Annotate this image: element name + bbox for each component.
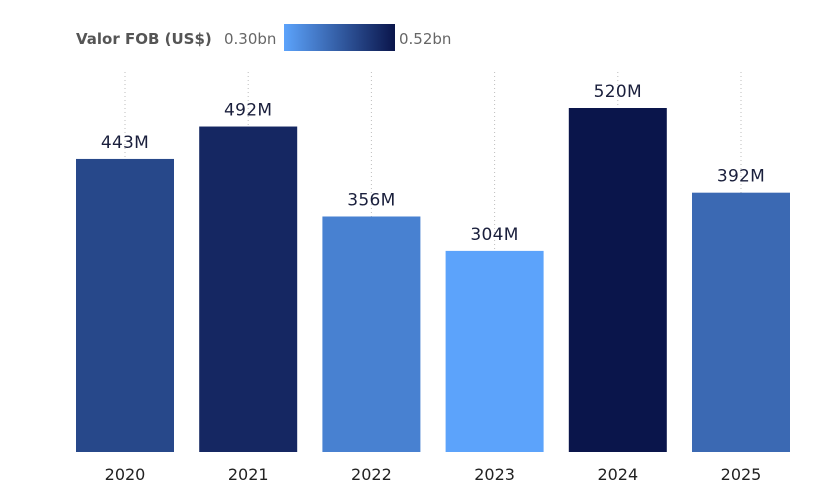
data-label-2021: 492M — [224, 101, 272, 121]
data-label-2024: 520M — [594, 82, 642, 102]
x-tick-label-2021: 2021 — [228, 465, 269, 484]
x-tick-label-2020: 2020 — [105, 465, 146, 484]
x-tick-label-2025: 2025 — [721, 465, 762, 484]
x-tick-label-2023: 2023 — [474, 465, 515, 484]
color-legend: Valor FOB (US$) 0.30bn 0.52bn — [76, 24, 451, 51]
data-label-2020: 443M — [101, 133, 149, 153]
legend-max-label: 0.52bn — [399, 30, 451, 48]
data-labels: 443M 492M 356M 304M 520M 392M — [101, 82, 765, 245]
x-tick-label-2024: 2024 — [597, 465, 638, 484]
bar-2021[interactable] — [199, 126, 298, 453]
x-axis: 2020 2021 2022 2023 2024 2025 — [105, 465, 762, 484]
data-label-2022: 356M — [347, 190, 395, 210]
x-tick-label-2022: 2022 — [351, 465, 392, 484]
legend-min-label: 0.30bn — [224, 30, 276, 48]
bars — [76, 108, 790, 453]
legend-title: Valor FOB (US$) — [76, 30, 212, 48]
bar-2025[interactable] — [692, 192, 790, 452]
bar-2020[interactable] — [76, 158, 174, 452]
data-label-2023: 304M — [470, 225, 518, 245]
bar-2022[interactable] — [322, 216, 421, 452]
data-label-2025: 392M — [717, 167, 765, 187]
bar-2023[interactable] — [445, 250, 544, 452]
legend-gradient-bar — [284, 24, 395, 51]
bar-2024[interactable] — [568, 108, 667, 452]
